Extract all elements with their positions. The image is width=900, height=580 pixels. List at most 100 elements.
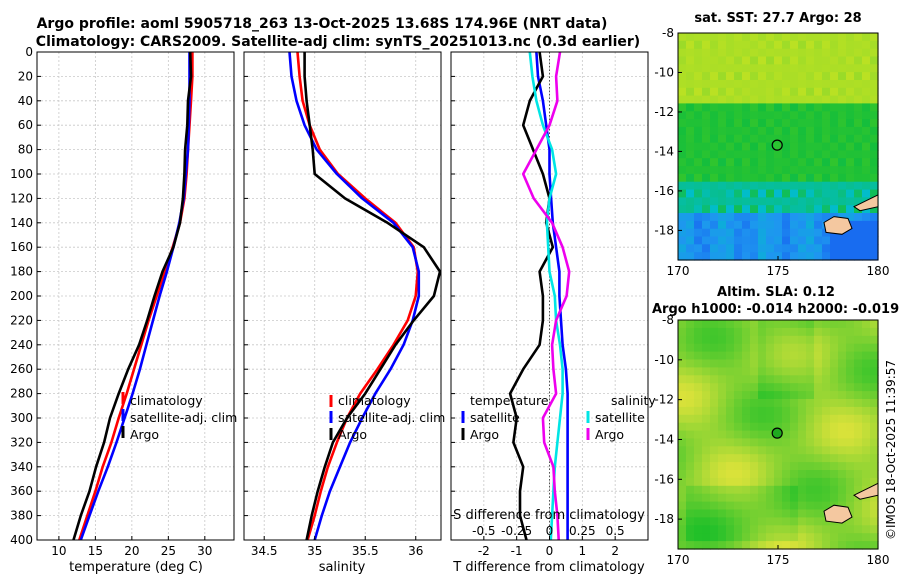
raster-cell (830, 541, 839, 550)
legend-s-argo-label: Argo (595, 427, 624, 442)
raster-cell (766, 134, 775, 144)
raster-cell (710, 422, 719, 432)
raster-cell (814, 320, 823, 329)
raster-cell (710, 48, 719, 58)
raster-cell (710, 158, 719, 167)
raster-cell (766, 414, 775, 424)
raster-cell (814, 126, 823, 136)
raster-cell (782, 422, 791, 432)
raster-cell (710, 470, 719, 479)
raster-cell (758, 367, 767, 376)
raster-cell (686, 525, 695, 534)
raster-cell (766, 343, 775, 353)
raster-cell (782, 95, 791, 104)
raster-cell (798, 64, 807, 73)
raster-cell (830, 399, 839, 408)
raster-cell (750, 142, 759, 151)
legend-t-sat-label: satellite (470, 410, 520, 425)
raster-cell (694, 485, 703, 495)
raster-cell (774, 422, 783, 432)
raster-cell (758, 414, 767, 424)
y-tick-label: 320 (10, 435, 33, 449)
raster-cell (814, 470, 823, 479)
legend-clim-label: climatology (338, 393, 411, 408)
raster-cell (742, 509, 751, 518)
raster-cell (814, 446, 823, 455)
raster-cell (846, 501, 855, 511)
raster-cell (774, 166, 783, 175)
raster-cell (854, 181, 863, 191)
raster-cell (790, 33, 799, 42)
raster-cell (846, 375, 855, 384)
raster-cell (782, 134, 791, 144)
raster-cell (710, 351, 719, 361)
raster-cell (734, 244, 743, 253)
sat-salinity-line (288, 51, 421, 541)
raster-cell (678, 438, 687, 447)
raster-cell (718, 48, 727, 58)
raster-cell (830, 173, 839, 183)
raster-cell (734, 119, 743, 128)
difference-axes-frame (450, 51, 649, 541)
raster-cell (806, 213, 815, 222)
raster-cell (718, 406, 727, 416)
raster-cell (798, 95, 807, 104)
raster-cell (726, 220, 735, 230)
raster-cell (774, 414, 783, 424)
raster-cell (862, 422, 871, 432)
raster-cell (838, 197, 847, 206)
raster-cell (742, 134, 751, 144)
sla-map-frame (677, 319, 879, 550)
raster-cell (734, 126, 743, 136)
raster-cell (750, 399, 759, 408)
raster-cell (798, 56, 807, 65)
raster-cell (870, 181, 879, 191)
raster-cell (710, 33, 719, 42)
raster-cell (838, 343, 847, 353)
raster-cell (742, 375, 751, 384)
raster-cell (846, 533, 855, 542)
raster-cell (774, 87, 783, 97)
raster-cell (814, 517, 823, 526)
raster-cell (702, 252, 711, 261)
argo-temperature-line (72, 51, 193, 541)
raster-cell (814, 252, 823, 261)
raster-cell (702, 111, 711, 120)
raster-cell (734, 158, 743, 167)
raster-cell (742, 541, 751, 550)
raster-cell (750, 126, 759, 136)
raster-cell (790, 517, 799, 526)
raster-cell (686, 422, 695, 432)
raster-cell (718, 343, 727, 353)
raster-cell (750, 244, 759, 253)
raster-cell (782, 126, 791, 136)
raster-cell (814, 343, 823, 353)
raster-cell (822, 87, 831, 97)
raster-cell (822, 244, 831, 253)
raster-cell (854, 40, 863, 50)
raster-cell (822, 359, 831, 368)
raster-cell (742, 220, 751, 230)
raster-cell (870, 126, 879, 136)
raster-cell (806, 493, 815, 503)
raster-cell (846, 525, 855, 534)
raster-cell (734, 399, 743, 408)
raster-cell (830, 126, 839, 136)
raster-cell (750, 228, 759, 238)
sat-temperature-line (79, 52, 191, 541)
raster-cell (686, 103, 695, 112)
raster-cell (694, 95, 703, 104)
raster-cell (790, 485, 799, 495)
raster-cell (766, 189, 775, 198)
clim-salinity-line (296, 51, 420, 541)
raster-cell (774, 501, 783, 511)
raster-cell (790, 383, 799, 392)
raster-cell (742, 48, 751, 58)
raster-cell (798, 343, 807, 353)
raster-cell (814, 414, 823, 424)
raster-cell (694, 359, 703, 368)
y-tick-label: 260 (10, 362, 33, 376)
raster-cell (846, 87, 855, 97)
raster-cell (798, 236, 807, 245)
raster-cell (702, 446, 711, 455)
